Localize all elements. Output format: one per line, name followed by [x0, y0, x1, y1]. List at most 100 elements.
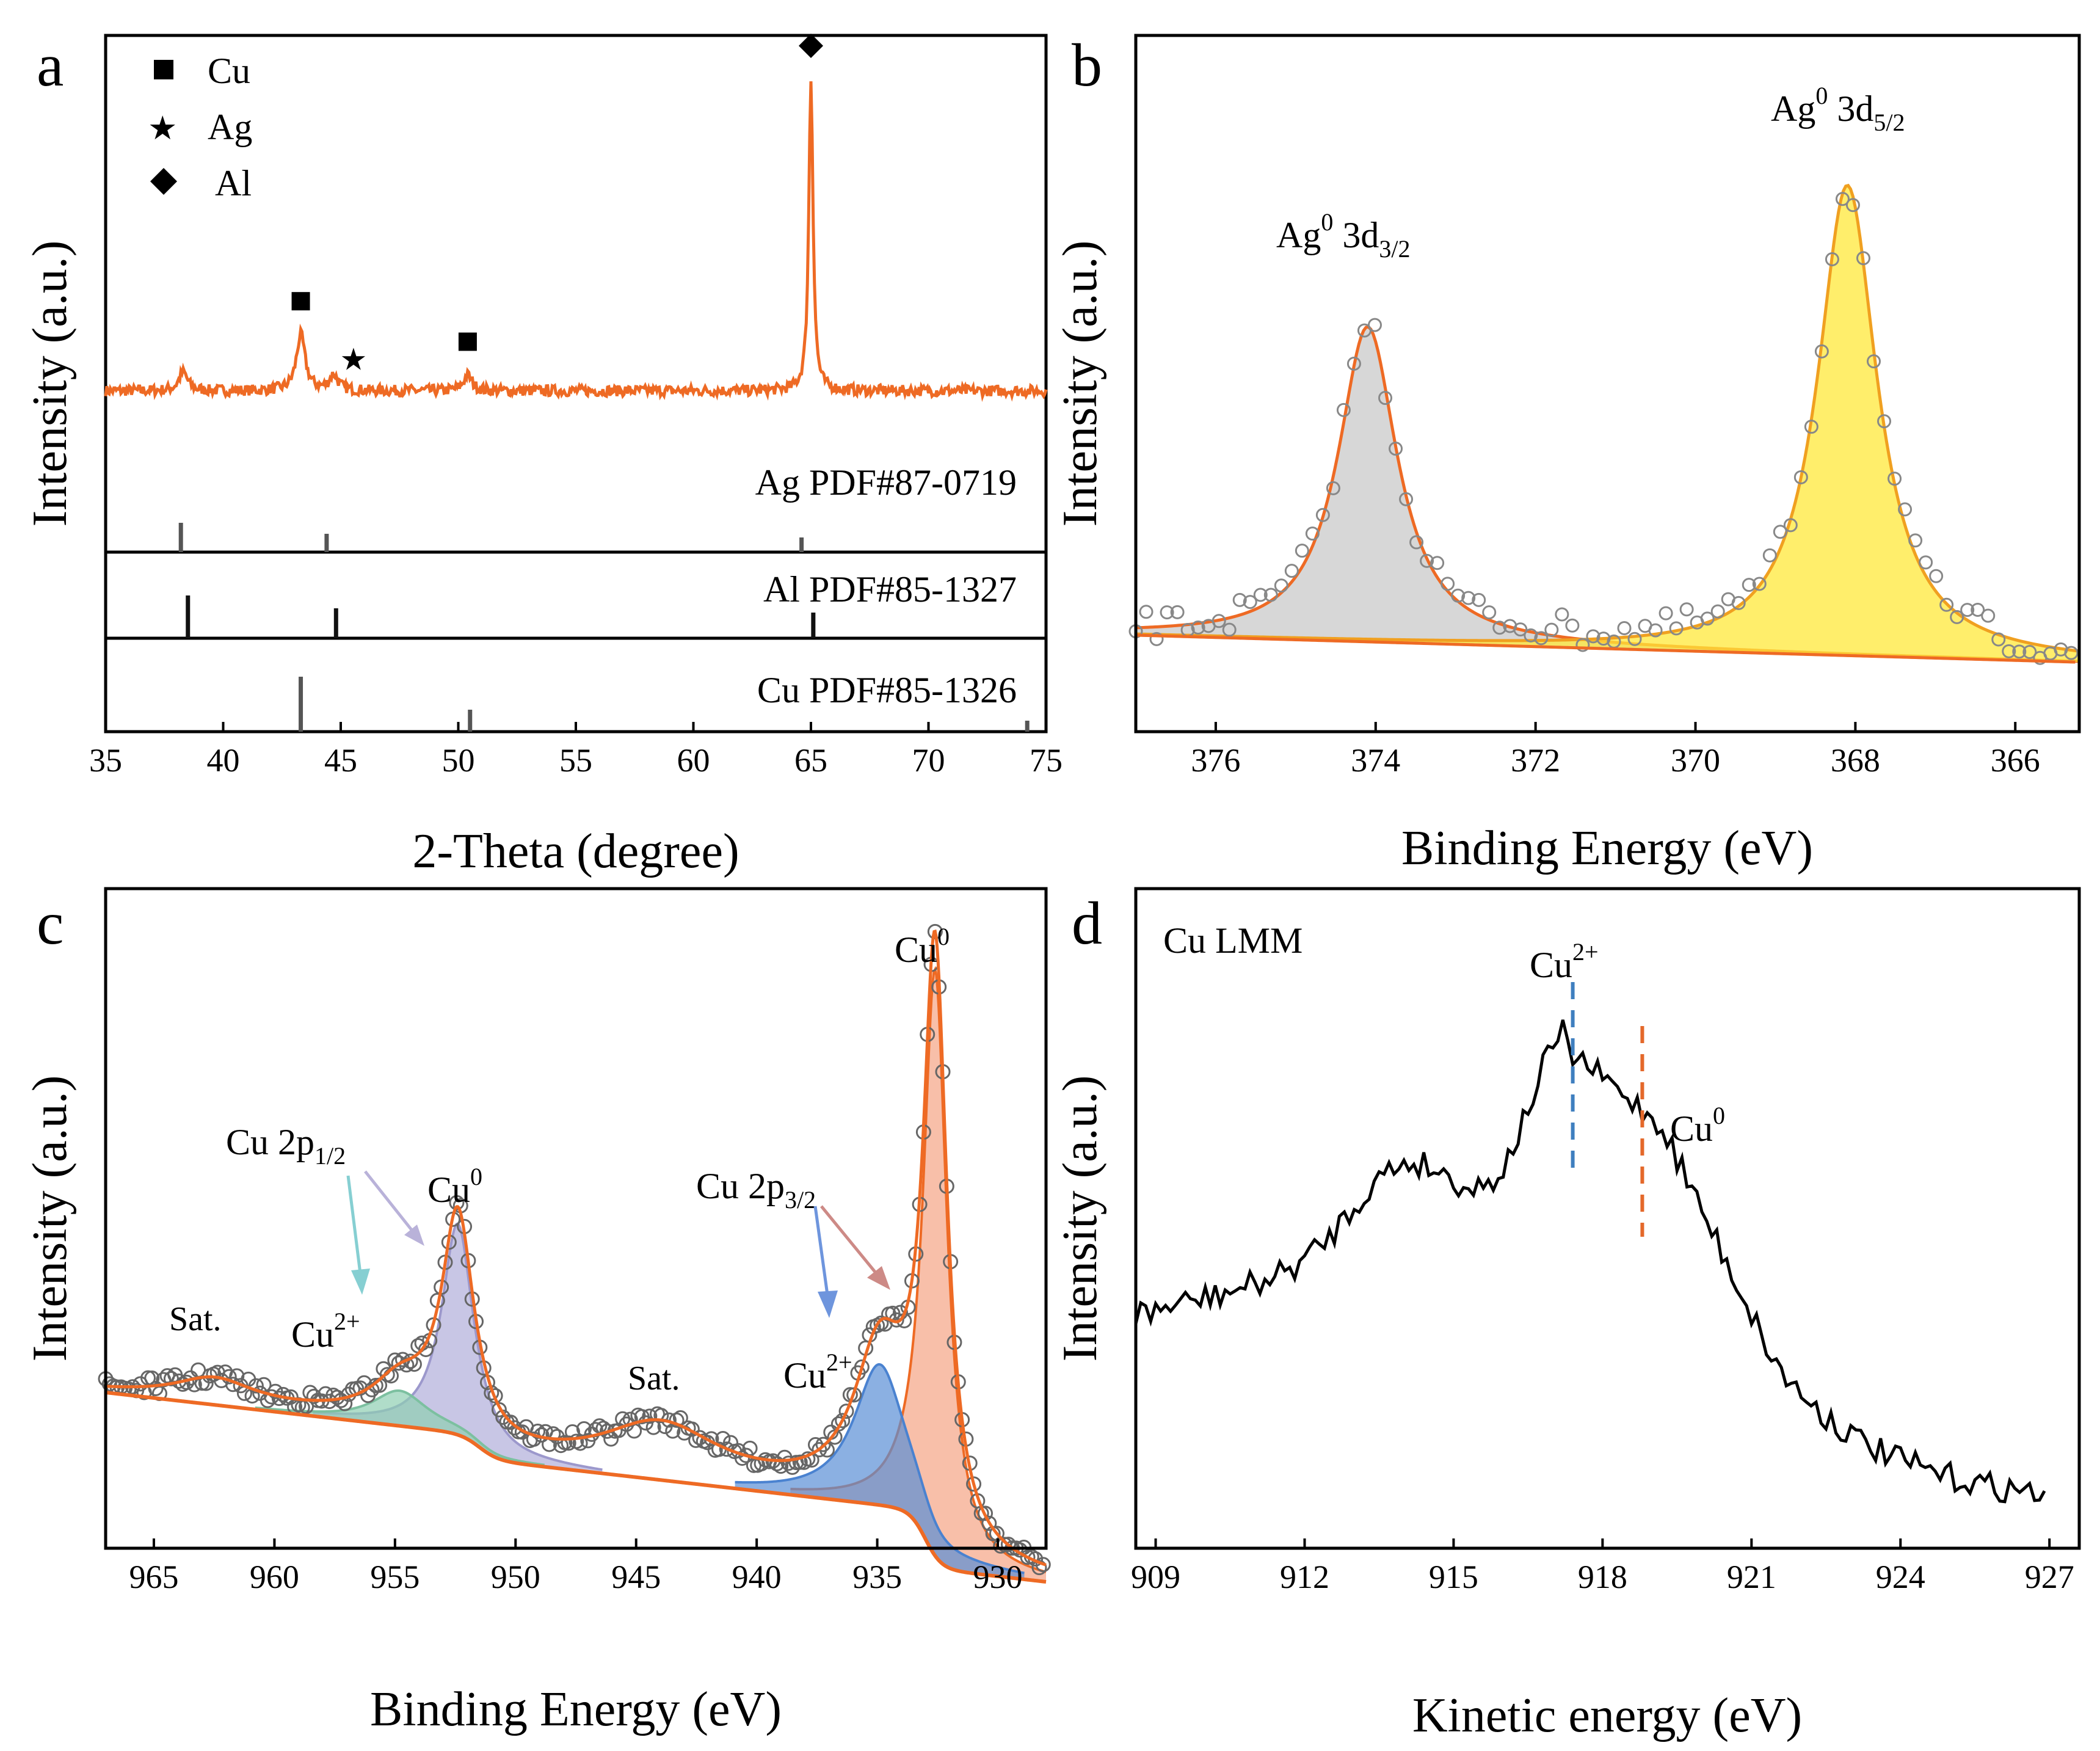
data-point	[1253, 588, 1268, 602]
x-tick-label: 65	[794, 742, 827, 779]
aes-line	[1134, 1019, 2046, 1504]
data-point	[1783, 518, 1798, 533]
data-point	[1804, 420, 1818, 434]
data-point	[1898, 502, 1913, 517]
satellite-label-mid: Sat.	[628, 1360, 680, 1397]
cu-2p12-label: Cu 2p1/2	[226, 1122, 346, 1170]
data-point	[1160, 605, 1174, 620]
panel-b-x-axis-label: Binding Energy (eV)	[1401, 821, 1813, 875]
x-tick-label: 965	[129, 1559, 178, 1595]
data-point	[1971, 602, 1985, 617]
data-point	[1669, 621, 1684, 636]
data-point	[1346, 356, 1361, 371]
x-tick-label: 75	[1030, 742, 1063, 779]
data-point	[1565, 618, 1580, 633]
x-tick-label: 955	[370, 1559, 420, 1595]
data-point	[1243, 595, 1257, 610]
ag-3d52-label: Ag0 3d5/2	[1771, 82, 1905, 136]
data-point	[491, 1402, 507, 1418]
data-point	[1544, 622, 1559, 637]
data-point	[302, 1385, 318, 1400]
data-point	[1513, 622, 1528, 637]
data-point	[1492, 621, 1507, 635]
data-point	[1326, 481, 1340, 495]
data-point	[1555, 607, 1569, 622]
arrow-cu0-p32	[820, 1205, 877, 1275]
data-point	[1710, 604, 1725, 619]
data-point	[1212, 614, 1226, 628]
data-point	[1336, 402, 1351, 417]
panel-c: c 965 960 955 950 945 940 935 930 Cu0 Cu0 Cu 2p…	[23, 887, 1051, 1736]
component-fill	[735, 1364, 1025, 1579]
panel-c-x-ticks: 965 960 955 950 945 940 935 930	[129, 1538, 1023, 1595]
cu0-peak-label-left: Cu0	[427, 1163, 482, 1210]
data-point	[1451, 588, 1466, 603]
data-point	[148, 1380, 164, 1396]
data-point	[1960, 603, 1975, 617]
data-point	[1659, 606, 1673, 621]
ag-peak-star-icon: ★	[340, 343, 367, 377]
data-point	[715, 1430, 731, 1446]
data-point	[221, 1369, 237, 1385]
data-point	[507, 1420, 523, 1436]
panel-d-y-axis-label: Intensity (a.u.)	[1053, 1076, 1107, 1362]
panel-d-x-axis-label: Kinetic energy (eV)	[1412, 1689, 1802, 1742]
ref-ag-label: Ag PDF#87-0719	[755, 462, 1017, 503]
data-point	[1430, 556, 1445, 570]
data-point	[526, 1431, 542, 1447]
panel-letter-d: d	[1072, 889, 1102, 957]
data-point	[1399, 492, 1414, 506]
data-point	[1825, 252, 1839, 267]
legend-ag-label: Ag	[208, 107, 252, 147]
data-point	[603, 1431, 619, 1447]
component-line	[735, 1363, 1025, 1574]
data-point	[830, 1416, 846, 1432]
cu2-label-right: Cu2+	[783, 1349, 852, 1396]
panel-a-x-axis-label: 2-Theta (degree)	[412, 825, 739, 878]
cu0-marker-label: Cu0	[1670, 1102, 1725, 1149]
legend-al-diamond-icon	[150, 168, 177, 195]
data-point	[1742, 578, 1756, 592]
x-tick-label: 945	[611, 1559, 661, 1595]
legend-cu-label: Cu	[208, 51, 250, 91]
x-tick-label: 50	[442, 742, 475, 779]
arrow-cu0-p12	[364, 1170, 413, 1232]
xps-cu2p-plot	[98, 923, 1051, 1584]
panel-a-legend: Cu ★ Ag Al	[148, 51, 252, 203]
data-point	[1981, 608, 1996, 623]
panel-b-y-axis-label: Intensity (a.u.)	[1053, 241, 1107, 527]
x-tick-label: 909	[1131, 1559, 1180, 1595]
data-point	[1887, 471, 1902, 486]
data-point	[1461, 591, 1476, 605]
data-point	[1378, 391, 1393, 406]
panel-letter-a: a	[37, 31, 64, 99]
panel-d: d 909 912 915 918 921 924 927 Cu LMM Cu2+ Cu0 …	[1053, 887, 2081, 1742]
arrow-cu0-p12-head	[404, 1225, 424, 1246]
data-point	[1482, 605, 1497, 620]
data-point	[2064, 646, 2079, 660]
data-point	[1617, 621, 1632, 636]
background-line	[1135, 633, 2076, 664]
cu-peak-square-icon	[458, 332, 477, 351]
data-point	[742, 1440, 758, 1456]
data-point	[1793, 470, 1808, 484]
x-tick-label: 55	[559, 742, 592, 779]
al-peak-diamond-icon	[799, 34, 823, 58]
data-point	[2002, 644, 2016, 658]
x-tick-label: 950	[491, 1559, 540, 1595]
data-point	[1284, 564, 1299, 578]
data-point	[1170, 605, 1185, 619]
x-tick-label: 960	[250, 1559, 299, 1595]
x-tick-label: 366	[1991, 742, 2040, 779]
data-point	[838, 1403, 854, 1419]
x-tick-label: 924	[1876, 1559, 1925, 1595]
x-tick-label: 45	[324, 742, 357, 779]
data-point	[1534, 631, 1549, 646]
data-point	[1441, 577, 1455, 591]
x-tick-label: 921	[1727, 1559, 1776, 1595]
data-point	[1367, 318, 1382, 332]
data-point	[1263, 588, 1278, 602]
reference-patterns: Ag PDF#87-0719 Al PDF#85-1327 Cu PDF#85-…	[178, 462, 1030, 732]
data-point	[835, 1413, 851, 1429]
ref-cu-label: Cu PDF#85-1326	[757, 670, 1017, 710]
